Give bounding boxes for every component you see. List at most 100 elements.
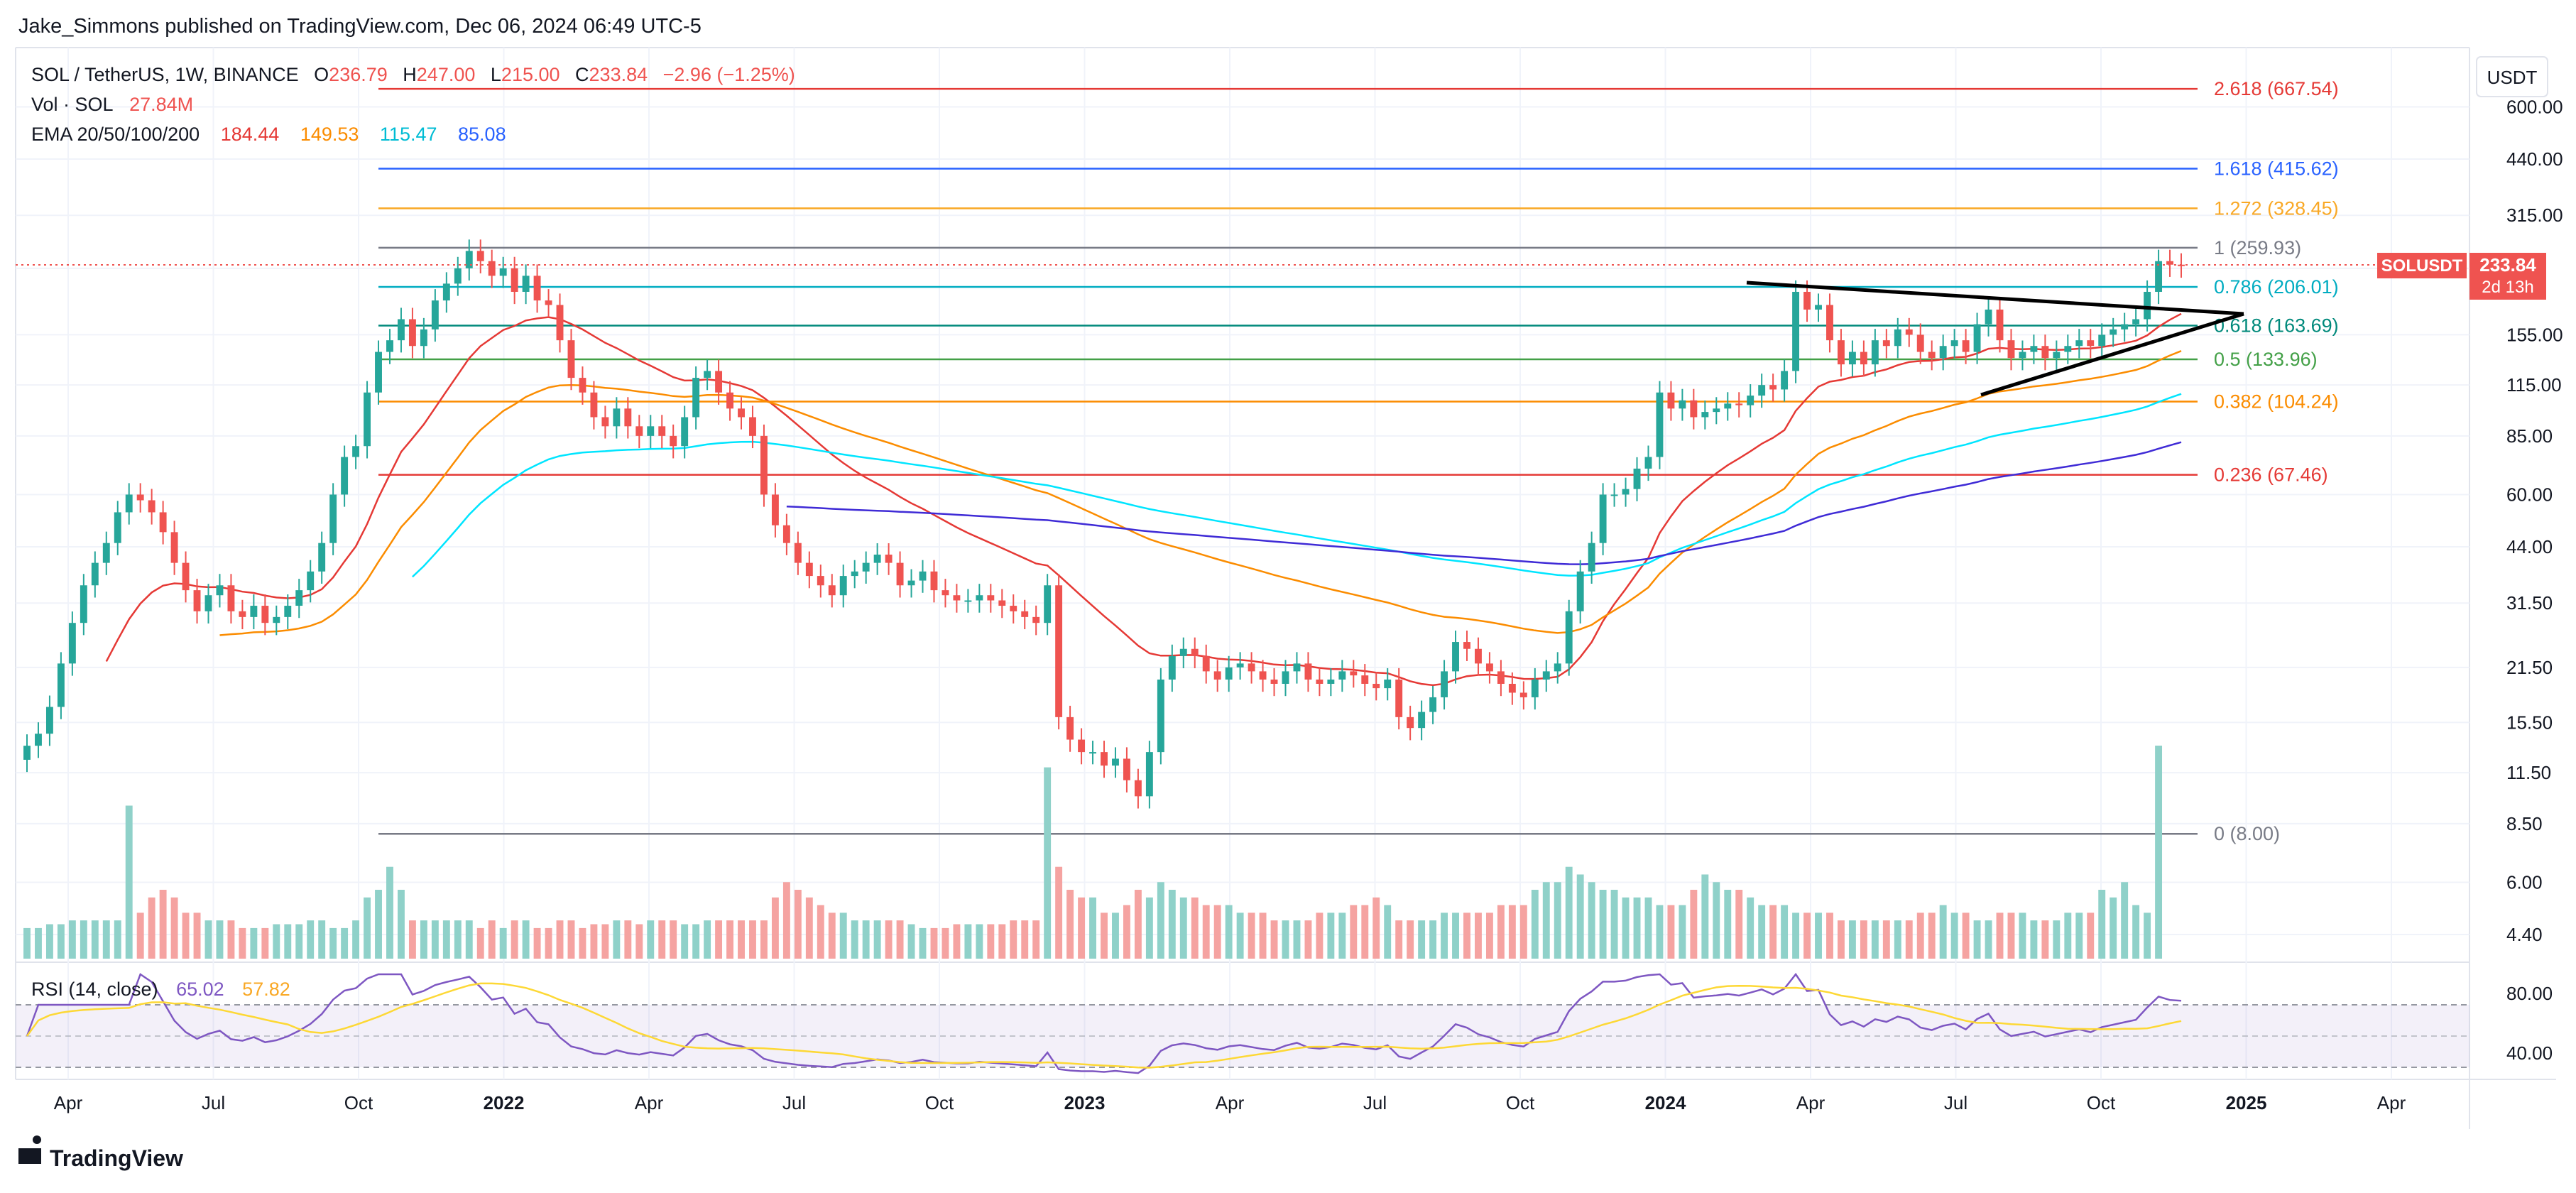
candle-body[interactable] [284, 606, 292, 617]
candle-body[interactable] [442, 283, 450, 301]
tradingview-brand[interactable]: TradingView [18, 1135, 183, 1171]
candle-body[interactable] [1236, 663, 1244, 668]
candle-body[interactable] [1191, 648, 1199, 656]
candle-body[interactable] [273, 616, 280, 623]
candle-body[interactable] [953, 595, 961, 601]
candle-body[interactable] [1134, 780, 1142, 797]
candle-body[interactable] [318, 543, 326, 572]
candle-body[interactable] [1361, 675, 1369, 684]
candle-body[interactable] [57, 663, 65, 707]
candle-body[interactable] [1032, 616, 1040, 623]
candle-body[interactable] [1713, 408, 1720, 413]
candle-body[interactable] [499, 268, 507, 276]
candle-body[interactable] [590, 392, 598, 418]
candle-body[interactable] [239, 611, 246, 617]
candle-body[interactable] [964, 600, 972, 602]
candle-body[interactable] [170, 532, 178, 563]
candle-body[interactable] [1565, 611, 1573, 664]
candle-body[interactable] [23, 746, 31, 760]
candle-body[interactable] [771, 494, 779, 525]
candle-body[interactable] [2041, 346, 2049, 359]
candle-body[interactable] [2007, 340, 2015, 359]
candle-body[interactable] [1803, 291, 1811, 310]
candle-body[interactable] [692, 378, 700, 418]
candle-body[interactable] [1327, 679, 1335, 684]
candle-body[interactable] [488, 261, 496, 276]
candle-body[interactable] [1293, 663, 1301, 672]
candle-body[interactable] [1157, 679, 1164, 753]
candle-body[interactable] [658, 426, 666, 436]
candle-body[interactable] [1485, 663, 1493, 672]
candle-body[interactable] [1792, 291, 1800, 371]
candle-body[interactable] [1010, 606, 1017, 611]
candle-body[interactable] [1101, 752, 1108, 766]
candle-body[interactable] [1044, 585, 1052, 623]
candle-body[interactable] [1622, 489, 1630, 495]
candle-body[interactable] [1395, 679, 1403, 717]
candle-body[interactable] [1384, 679, 1392, 689]
candle-body[interactable] [647, 426, 655, 436]
candle-body[interactable] [805, 562, 813, 577]
time-axis[interactable]: Apr Jul Oct 2022 Apr Jul Oct 2023 Apr Jul Oct 2024 A… [54, 1092, 2406, 1113]
candle-body[interactable] [1282, 671, 1289, 684]
candle-body[interactable] [1656, 392, 1664, 457]
candle-body[interactable] [998, 600, 1006, 606]
candle-body[interactable] [307, 571, 315, 591]
candle-body[interactable] [1701, 412, 1709, 418]
candle-body[interactable] [1962, 340, 1970, 352]
candle-body[interactable] [1112, 758, 1119, 766]
candle-body[interactable] [1939, 346, 1947, 359]
candle-body[interactable] [1407, 717, 1414, 729]
candle-body[interactable] [1350, 671, 1358, 676]
candle-body[interactable] [1894, 329, 1901, 347]
triangle-pattern[interactable] [1746, 280, 2244, 397]
candle-body[interactable] [295, 590, 303, 606]
candle-body[interactable] [601, 417, 609, 427]
candle-body[interactable] [738, 408, 745, 418]
candle-body[interactable] [2030, 346, 2038, 352]
candle-body[interactable] [1508, 683, 1516, 693]
candle-body[interactable] [2019, 352, 2026, 359]
candle-body[interactable] [364, 392, 371, 447]
candle-body[interactable] [102, 543, 110, 563]
candle-body[interactable] [2098, 334, 2106, 347]
candle-body[interactable] [227, 585, 235, 611]
candle-body[interactable] [1123, 758, 1130, 780]
candle-body[interactable] [182, 562, 190, 591]
candle-body[interactable] [1497, 671, 1505, 684]
candle-body[interactable] [839, 576, 847, 596]
candle-body[interactable] [579, 378, 586, 393]
candle-body[interactable] [1531, 679, 1539, 697]
candle-body[interactable] [896, 562, 904, 586]
candle-body[interactable] [545, 300, 552, 305]
candle-body[interactable] [1973, 324, 1981, 352]
candle-body[interactable] [1928, 352, 1936, 359]
candle-body[interactable] [670, 435, 677, 447]
candle-body[interactable] [862, 562, 870, 572]
candle-body[interactable] [352, 446, 360, 457]
fibonacci-levels[interactable]: 2.618 (667.54) 1.618 (415.62) 1.272 (328.4… [378, 78, 2339, 844]
candle-body[interactable] [1259, 671, 1267, 680]
candle-body[interactable] [68, 623, 76, 664]
candle-body[interactable] [408, 319, 416, 347]
candle-body[interactable] [1418, 712, 1426, 729]
candle-body[interactable] [1168, 655, 1176, 680]
candle-body[interactable] [1542, 671, 1550, 680]
candle-body[interactable] [1837, 340, 1845, 365]
candle-body[interactable] [794, 543, 802, 563]
candle-body[interactable] [749, 417, 756, 436]
candle-body[interactable] [624, 408, 632, 427]
candle-body[interactable] [1145, 752, 1153, 797]
candle-body[interactable] [1781, 371, 1789, 390]
candle-body[interactable] [420, 329, 427, 347]
candle-body[interactable] [1916, 334, 1924, 352]
candle-body[interactable] [114, 512, 121, 543]
candle-body[interactable] [431, 300, 439, 329]
candle-body[interactable] [987, 595, 995, 601]
candle-body[interactable] [1679, 400, 1686, 409]
candle-body[interactable] [216, 585, 224, 596]
candle-body[interactable] [465, 251, 473, 268]
candle-body[interactable] [80, 585, 87, 623]
candle-body[interactable] [828, 585, 836, 596]
